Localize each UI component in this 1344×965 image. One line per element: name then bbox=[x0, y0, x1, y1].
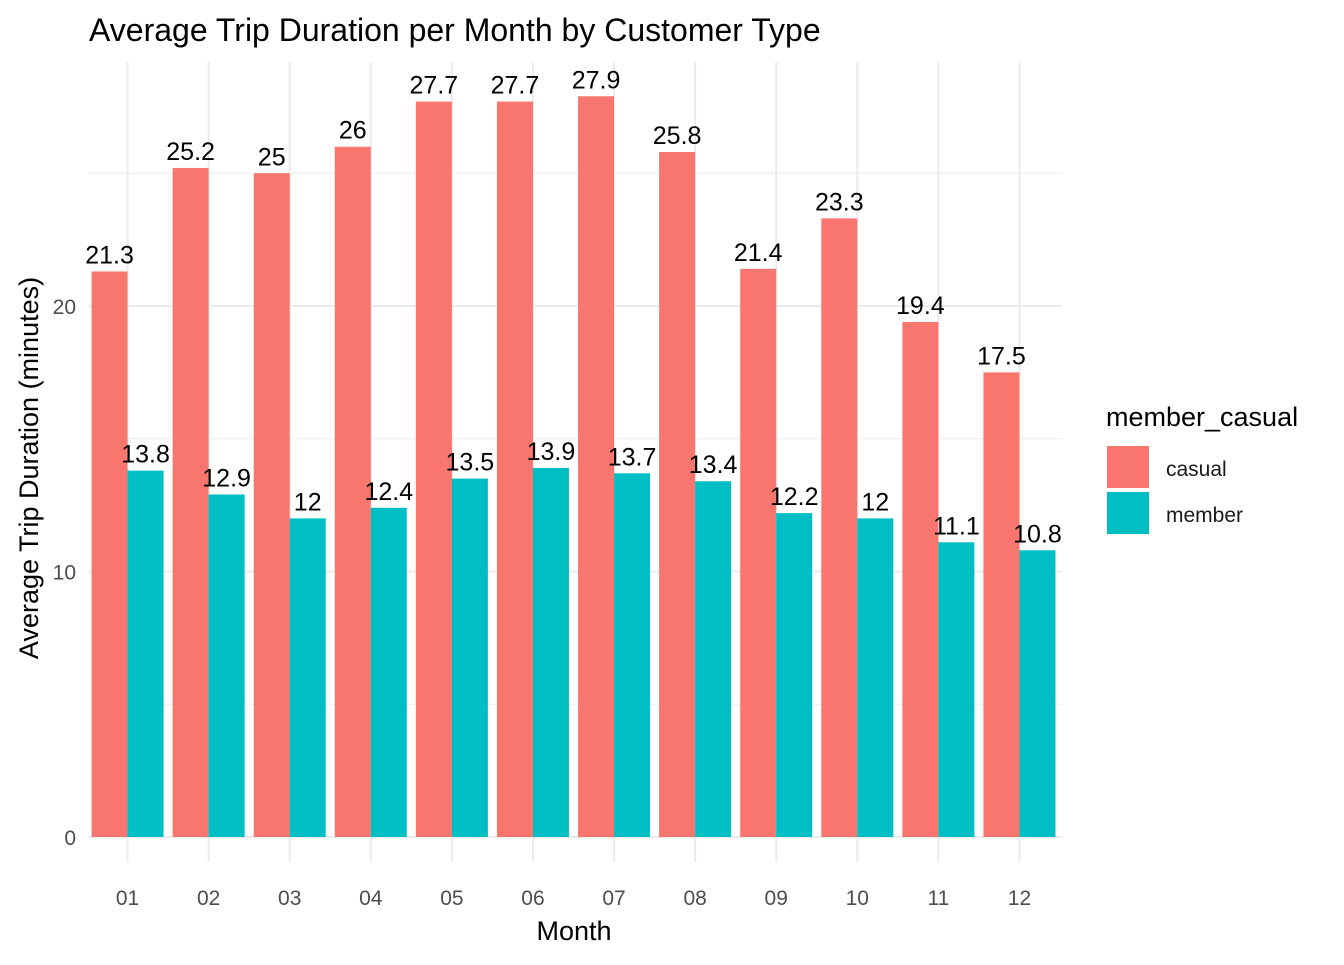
bar-member-08 bbox=[695, 481, 732, 837]
data-label-member-11: 11.1 bbox=[933, 512, 980, 540]
x-axis: 01 02 03 04 05 06 07 08 09 10 11 12 bbox=[116, 887, 1031, 910]
data-label-member-10: 12 bbox=[861, 488, 889, 516]
bar-casual-12 bbox=[983, 372, 1020, 837]
data-label-member-08: 13.4 bbox=[689, 451, 738, 479]
data-label-casual-03: 25 bbox=[258, 143, 286, 171]
bar-member-04 bbox=[370, 507, 407, 837]
bar-casual-01 bbox=[91, 271, 128, 837]
data-labels: 21.3 25.2 25 26 27.7 27.7 27.9 25.8 21.4 23.3 19.4… bbox=[85, 66, 1062, 548]
bar-casual-07 bbox=[578, 96, 615, 837]
legend: member_casual casual member bbox=[1106, 402, 1298, 534]
data-label-casual-09: 21.4 bbox=[734, 239, 783, 267]
data-label-casual-01: 21.3 bbox=[85, 241, 134, 269]
bar-casual-10 bbox=[821, 218, 858, 837]
y-axis: 0 10 20 bbox=[53, 296, 76, 850]
data-label-casual-08: 25.8 bbox=[653, 122, 702, 150]
legend-key-member bbox=[1107, 492, 1149, 534]
bar-member-12 bbox=[1019, 550, 1056, 837]
x-tick-label: 02 bbox=[197, 887, 220, 910]
x-tick-label: 11 bbox=[927, 887, 949, 910]
bar-casual-03 bbox=[253, 173, 290, 837]
data-label-casual-04: 26 bbox=[339, 117, 367, 145]
x-tick-label: 03 bbox=[278, 887, 301, 910]
data-label-member-12: 10.8 bbox=[1013, 520, 1062, 548]
bar-casual-09 bbox=[740, 268, 777, 838]
bar-casual-08 bbox=[659, 152, 696, 837]
data-label-casual-07: 27.9 bbox=[572, 66, 621, 94]
bar-casual-11 bbox=[902, 321, 939, 837]
legend-label-member: member bbox=[1166, 504, 1243, 527]
legend-label-casual: casual bbox=[1166, 458, 1227, 481]
x-tick-label: 09 bbox=[765, 887, 788, 910]
y-tick-label: 0 bbox=[64, 827, 76, 850]
x-tick-label: 08 bbox=[683, 887, 706, 910]
bars bbox=[91, 96, 1056, 838]
bar-member-03 bbox=[289, 518, 326, 837]
x-tick-label: 12 bbox=[1008, 887, 1031, 910]
data-label-casual-02: 25.2 bbox=[166, 138, 215, 166]
y-axis-title: Average Trip Duration (minutes) bbox=[14, 277, 44, 659]
data-label-casual-10: 23.3 bbox=[815, 188, 864, 216]
legend-key-casual bbox=[1107, 446, 1149, 488]
bar-casual-05 bbox=[415, 101, 452, 837]
bar-member-02 bbox=[208, 494, 245, 837]
data-label-member-03: 12 bbox=[294, 488, 322, 516]
bar-member-10 bbox=[857, 518, 894, 837]
x-tick-label: 06 bbox=[521, 887, 544, 910]
data-label-member-06: 13.9 bbox=[527, 438, 576, 466]
bar-member-01 bbox=[127, 470, 164, 837]
data-label-member-07: 13.7 bbox=[608, 443, 657, 471]
data-label-member-09: 12.2 bbox=[770, 483, 819, 511]
bar-member-09 bbox=[776, 513, 813, 837]
chart-title: Average Trip Duration per Month by Custo… bbox=[89, 12, 821, 48]
data-label-member-04: 12.4 bbox=[364, 478, 413, 506]
y-tick-label: 10 bbox=[53, 562, 76, 585]
data-label-casual-06: 27.7 bbox=[491, 72, 540, 100]
bar-member-06 bbox=[532, 467, 569, 837]
bar-member-11 bbox=[938, 542, 975, 837]
x-tick-label: 10 bbox=[846, 887, 869, 910]
data-label-member-02: 12.9 bbox=[202, 465, 251, 493]
data-label-casual-12: 17.5 bbox=[977, 342, 1026, 370]
x-axis-title: Month bbox=[536, 916, 611, 946]
bar-casual-04 bbox=[334, 146, 371, 837]
bar-member-07 bbox=[614, 473, 651, 837]
x-tick-label: 04 bbox=[359, 887, 383, 910]
data-label-member-01: 13.8 bbox=[121, 441, 170, 469]
data-label-casual-11: 19.4 bbox=[896, 292, 945, 320]
y-tick-label: 20 bbox=[53, 296, 76, 319]
bar-casual-06 bbox=[496, 101, 533, 837]
legend-title: member_casual bbox=[1106, 402, 1298, 432]
x-tick-label: 05 bbox=[440, 887, 463, 910]
bar-member-05 bbox=[451, 478, 488, 837]
x-tick-label: 01 bbox=[116, 887, 139, 910]
data-label-casual-05: 27.7 bbox=[410, 72, 459, 100]
x-tick-label: 07 bbox=[602, 887, 625, 910]
bar-casual-02 bbox=[172, 167, 209, 837]
data-label-member-05: 13.5 bbox=[446, 449, 495, 477]
